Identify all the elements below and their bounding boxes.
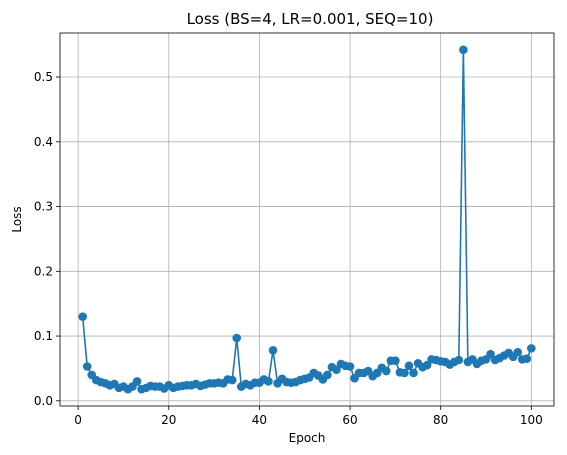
data-point [422, 360, 432, 370]
series-loss [78, 45, 536, 394]
data-point [459, 45, 468, 55]
x-tick-label: 80 [433, 413, 448, 427]
y-tick-label: 0.1 [34, 329, 53, 343]
data-point [232, 333, 242, 343]
y-axis-label: Loss [10, 206, 24, 232]
data-point [132, 377, 142, 386]
data-point [82, 362, 92, 371]
y-tick-label: 0.5 [34, 70, 53, 84]
data-point [332, 365, 341, 375]
y-tick-label: 0.4 [34, 135, 53, 149]
data-point [78, 312, 87, 321]
y-tick-label: 0.0 [34, 394, 53, 408]
data-point [400, 368, 409, 378]
data-point [454, 355, 464, 365]
data-point [513, 347, 523, 357]
data-point [268, 346, 278, 355]
data-point [409, 368, 418, 378]
x-tick-label: 0 [74, 413, 82, 427]
data-point [345, 362, 355, 371]
x-axis: 0 20 40 60 80 100 [74, 406, 543, 427]
grid [60, 33, 554, 406]
y-axis: 0.0 0.1 0.2 0.3 0.4 0.5 [34, 70, 60, 408]
x-axis-label: Epoch [289, 431, 326, 445]
data-point [527, 344, 536, 353]
data-point [404, 361, 414, 371]
plot-frame [59, 32, 555, 407]
data-point [264, 377, 273, 386]
x-tick-label: 20 [161, 413, 176, 427]
chart-title: Loss (BS=4, LR=0.001, SEQ=10) [187, 10, 434, 28]
data-point [227, 375, 237, 385]
y-tick-label: 0.3 [34, 200, 53, 214]
x-tick-label: 100 [520, 413, 543, 427]
data-point [522, 354, 532, 364]
series-line [81, 49, 533, 390]
data-point [323, 370, 332, 380]
y-tick-label: 0.2 [34, 264, 53, 278]
x-tick-label: 60 [342, 413, 357, 427]
data-point [486, 349, 495, 359]
data-point [382, 366, 391, 376]
data-point [391, 356, 400, 365]
x-tick-label: 40 [252, 413, 267, 427]
